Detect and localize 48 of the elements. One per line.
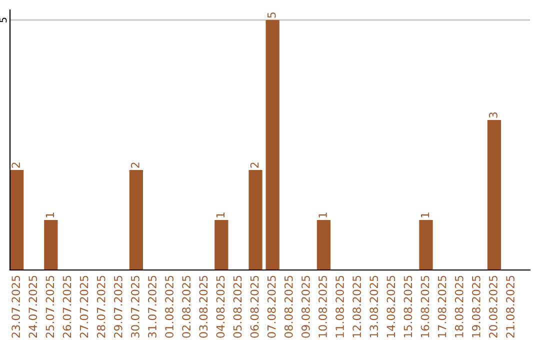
- x-tick-label: 30.07.2025: [130, 276, 140, 338]
- bar: [44, 220, 58, 270]
- bar: [316, 220, 331, 270]
- x-tick-label: 09.08.2025: [301, 276, 310, 338]
- x-tick-label: 12.08.2025: [352, 276, 362, 338]
- x-tick-label: 28.07.2025: [96, 276, 106, 338]
- data-label: 1: [46, 212, 54, 218]
- x-tick-label: 18.08.2025: [454, 276, 464, 338]
- data-label: 1: [318, 212, 327, 218]
- x-tick-label: 05.08.2025: [233, 276, 242, 338]
- x-tick-label: 15.08.2025: [404, 276, 412, 338]
- x-tick-label: 20.08.2025: [489, 276, 498, 338]
- x-tick-label: 31.07.2025: [148, 276, 156, 338]
- x-tick-label: 02.08.2025: [182, 276, 191, 338]
- x-tick-label: 06.08.2025: [250, 276, 259, 338]
- x-tick-label: 11.08.2025: [336, 276, 344, 338]
- x-tick-label: 17.08.2025: [438, 276, 446, 338]
- data-label: 1: [216, 212, 224, 218]
- data-label: 5: [268, 12, 276, 18]
- x-tick-label: 27.07.2025: [80, 276, 88, 338]
- x-tick-label: 10.08.2025: [318, 276, 327, 338]
- x-tick-label: 16.08.2025: [420, 276, 430, 338]
- x-tick-label: 03.08.2025: [199, 276, 208, 338]
- x-tick-label: 13.08.2025: [370, 276, 378, 338]
- x-tick-label: 21.08.2025: [506, 276, 514, 338]
- x-tick-label: 14.08.2025: [386, 276, 396, 338]
- x-tick-label: 25.07.2025: [46, 276, 54, 338]
- bar: [266, 20, 280, 270]
- x-tick-label: 24.07.2025: [28, 276, 38, 338]
- data-label: 2: [130, 162, 140, 168]
- bar: [487, 120, 502, 270]
- bar: [419, 220, 433, 270]
- data-label: 2: [250, 162, 259, 168]
- x-tick-label: 29.07.2025: [114, 276, 122, 338]
- x-tick-label: 01.08.2025: [165, 276, 174, 338]
- data-label: 2: [12, 162, 20, 168]
- x-tick-label: 07.08.2025: [267, 276, 276, 338]
- bar: [214, 220, 228, 270]
- x-tick-label: 08.08.2025: [284, 276, 293, 338]
- bar: [248, 170, 262, 270]
- x-tick-label: 04.08.2025: [216, 276, 225, 338]
- x-tick-label: 23.07.2025: [12, 276, 20, 338]
- x-tick-label: 26.07.2025: [62, 276, 72, 338]
- bar: [129, 170, 143, 270]
- data-label: 3: [489, 112, 498, 118]
- x-tick-label: 19.08.2025: [472, 276, 480, 338]
- bar: [10, 170, 24, 270]
- data-label: 1: [420, 212, 430, 218]
